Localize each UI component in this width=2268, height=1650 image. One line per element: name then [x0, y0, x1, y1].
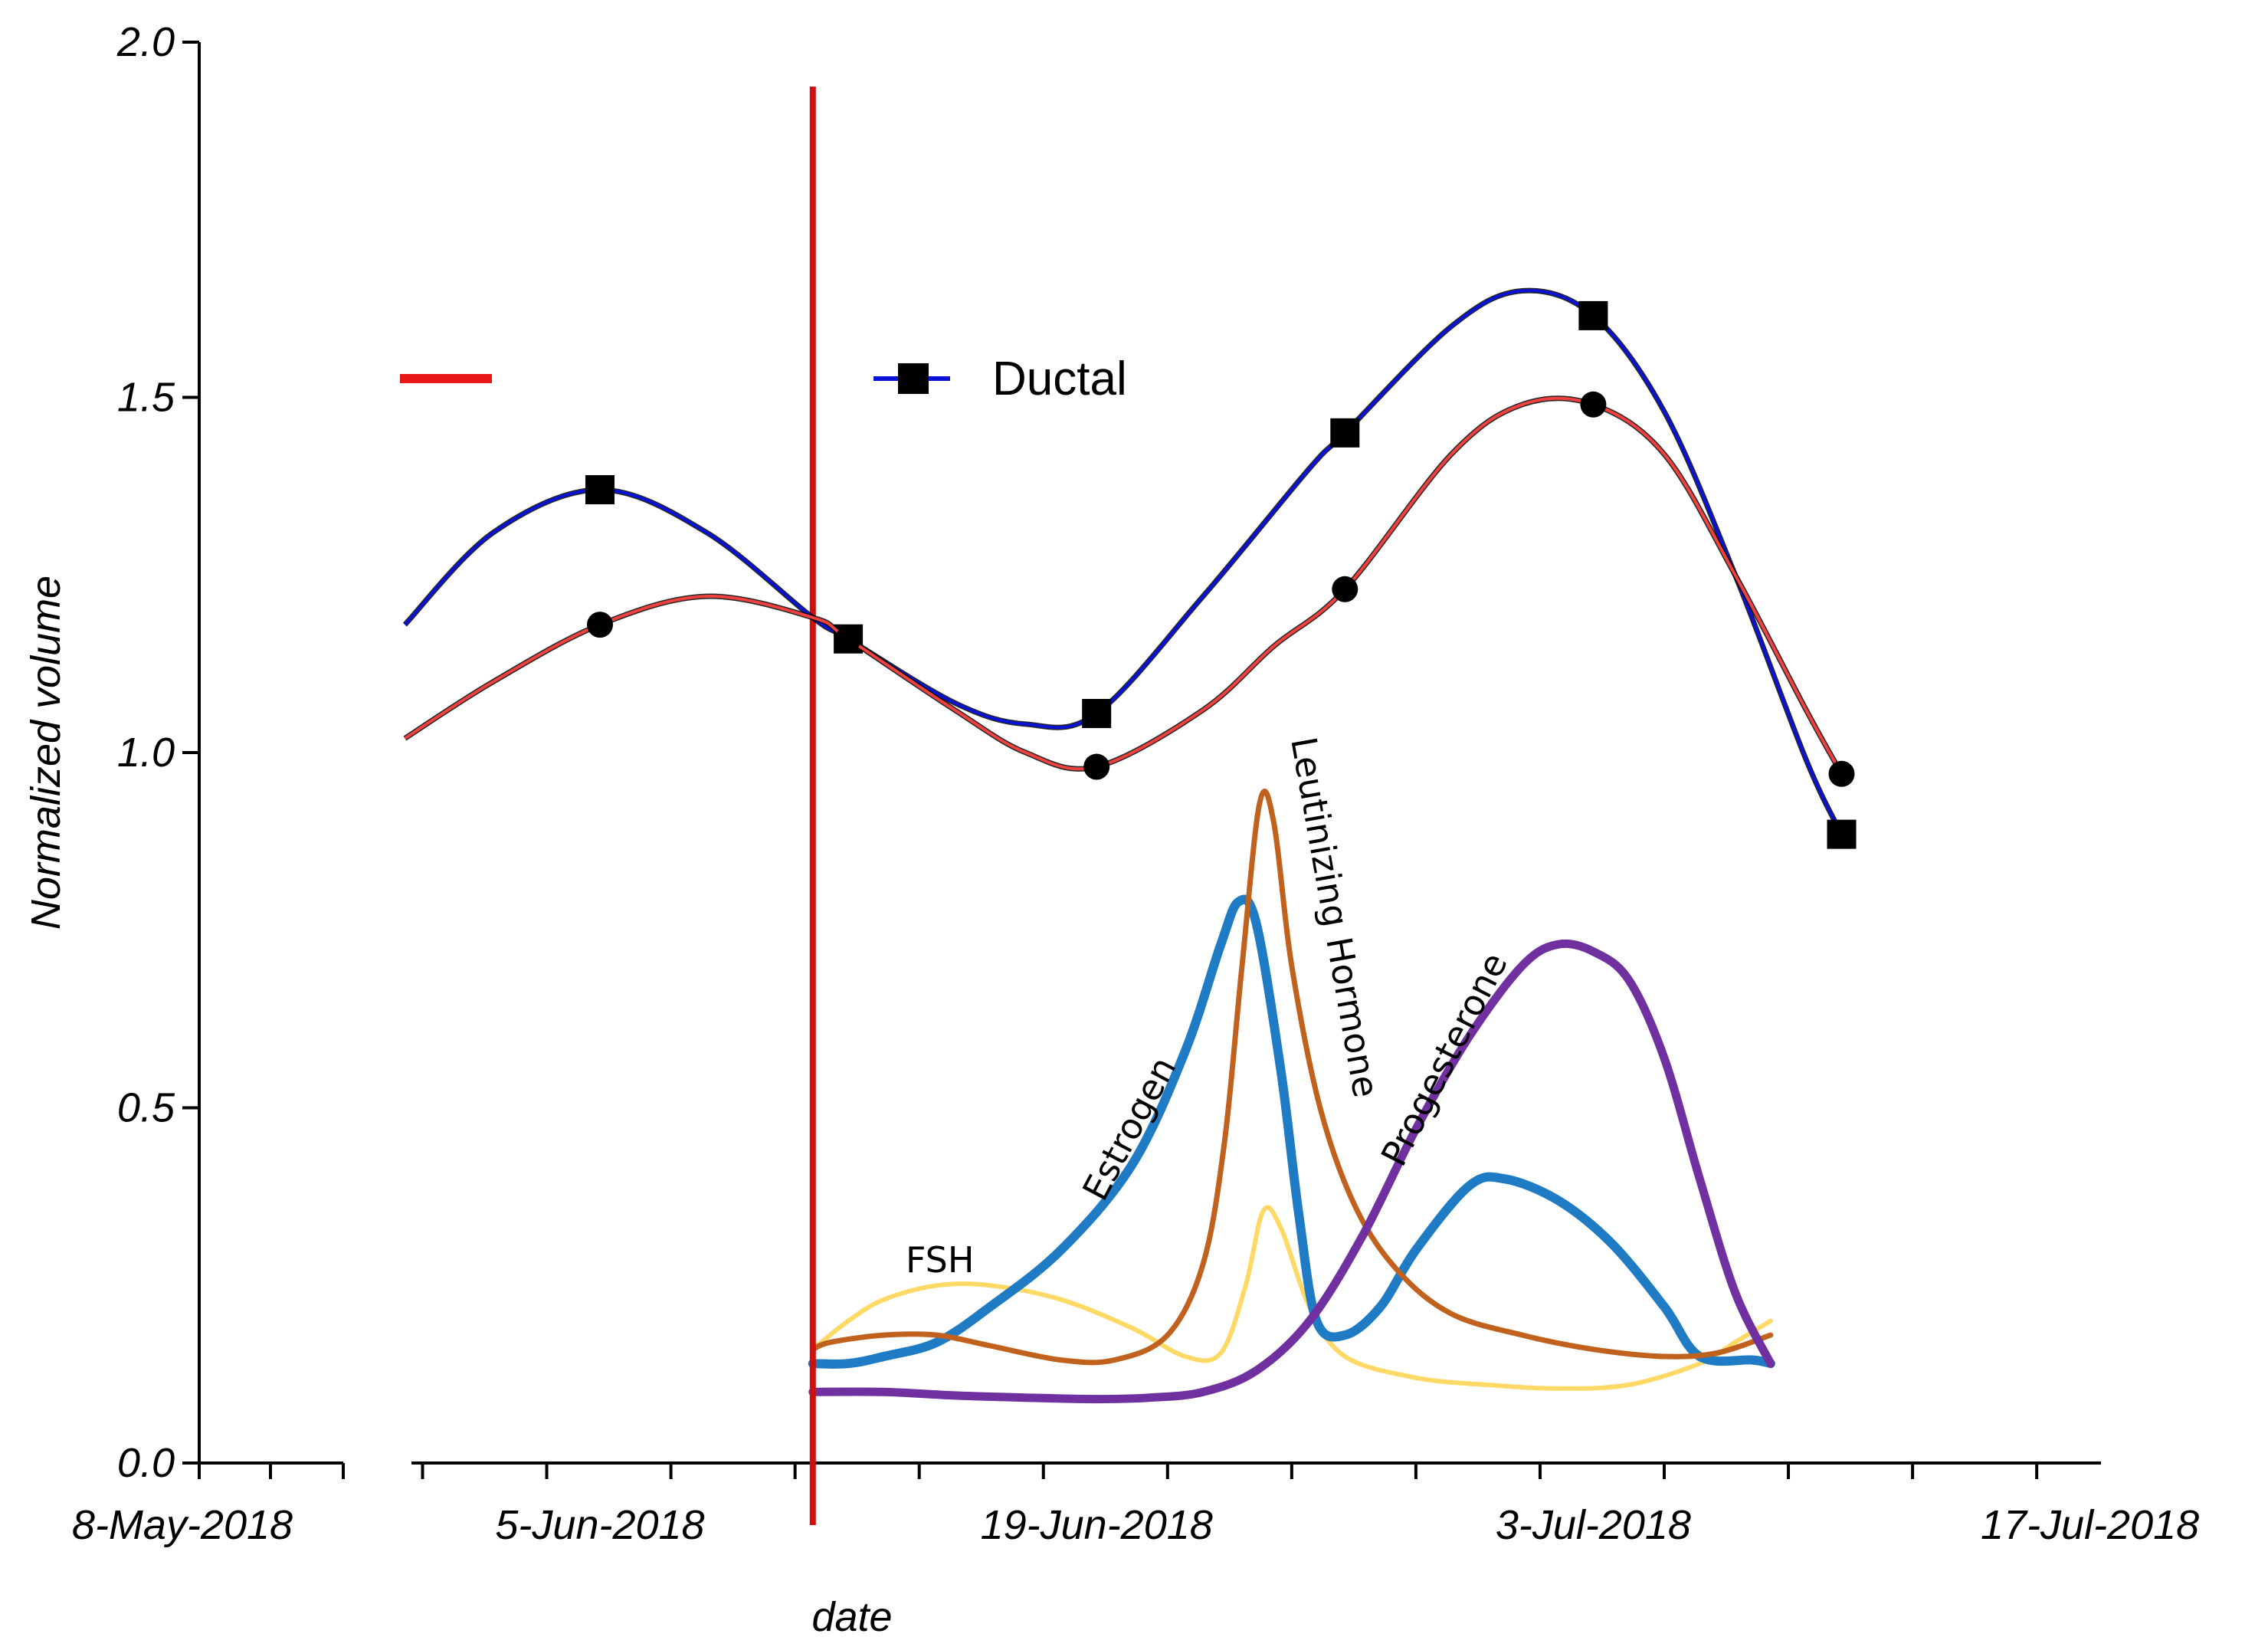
point-lobular-1: [835, 625, 862, 652]
point-ductal-4: [1578, 300, 1608, 330]
y-tick-label-2: 1.0: [117, 730, 175, 776]
series-line-ductal: [403, 289, 1844, 835]
y-ticks: 0.0 0.5 1.0 1.5 2.0: [116, 19, 199, 1486]
hormone-curve-estrogen: [808, 894, 1775, 1369]
legend-swatch-ductal-marker: [898, 363, 929, 394]
point-lobular-0: [587, 612, 613, 638]
point-lobular-2: [1083, 753, 1110, 780]
x-tick-label-1: 5-Jun-2018: [495, 1502, 704, 1548]
hormone-label-fsh: FSH: [906, 1239, 974, 1281]
point-lobular-4: [1580, 391, 1607, 418]
hormone-curve-progesterone: [808, 939, 1775, 1404]
hormone-curve-leutinizing-hormone: [810, 789, 1774, 1366]
hormone-curve-fsh: [810, 1205, 1773, 1391]
y-tick-label-1: 0.5: [117, 1085, 175, 1131]
point-lobular-3: [1332, 576, 1359, 602]
hormone-labels: FSH Estrogen Leutinizing Hormone Progest…: [906, 734, 1516, 1281]
hormone-label-progesterone: Progesterone: [1373, 946, 1516, 1173]
y-tick-label-3: 1.5: [117, 375, 175, 421]
series-shadow-lobular: [403, 395, 1844, 776]
legend-label-ductal: Ductal: [992, 353, 1127, 405]
y-axis-title: Normalized volume: [23, 576, 69, 930]
x-tick-label-3: 3-Jul-2018: [1496, 1502, 1691, 1548]
y-tick-label-4: 2.0: [116, 19, 175, 65]
point-ductal-3: [1330, 418, 1360, 448]
point-ductal-2: [1082, 699, 1112, 729]
y-tick-label-0: 0.0: [117, 1440, 175, 1486]
x-tick-label-0: 8-May-2018: [72, 1502, 293, 1548]
hormone-curves: [808, 789, 1775, 1404]
x-axis-title: date: [811, 1594, 892, 1640]
point-ductal-0: [585, 475, 615, 505]
point-lobular-5: [1828, 760, 1855, 787]
volume-series: [402, 287, 1857, 849]
hormone-label-lh: Leutinizing Hormone: [1283, 734, 1387, 1101]
hormone-label-estrogen: Estrogen: [1074, 1050, 1184, 1207]
x-tick-label-4: 17-Jul-2018: [1981, 1502, 2199, 1548]
x-tick-label-2: 19-Jun-2018: [981, 1502, 1213, 1548]
legend: Ductal: [400, 353, 1127, 405]
point-ductal-5: [1827, 819, 1857, 849]
x-ticks: 8-May-2018 5-Jun-2018 19-Jun-2018 3-Jul-201…: [72, 1463, 2199, 1548]
series-line-lobular: [404, 396, 1844, 775]
